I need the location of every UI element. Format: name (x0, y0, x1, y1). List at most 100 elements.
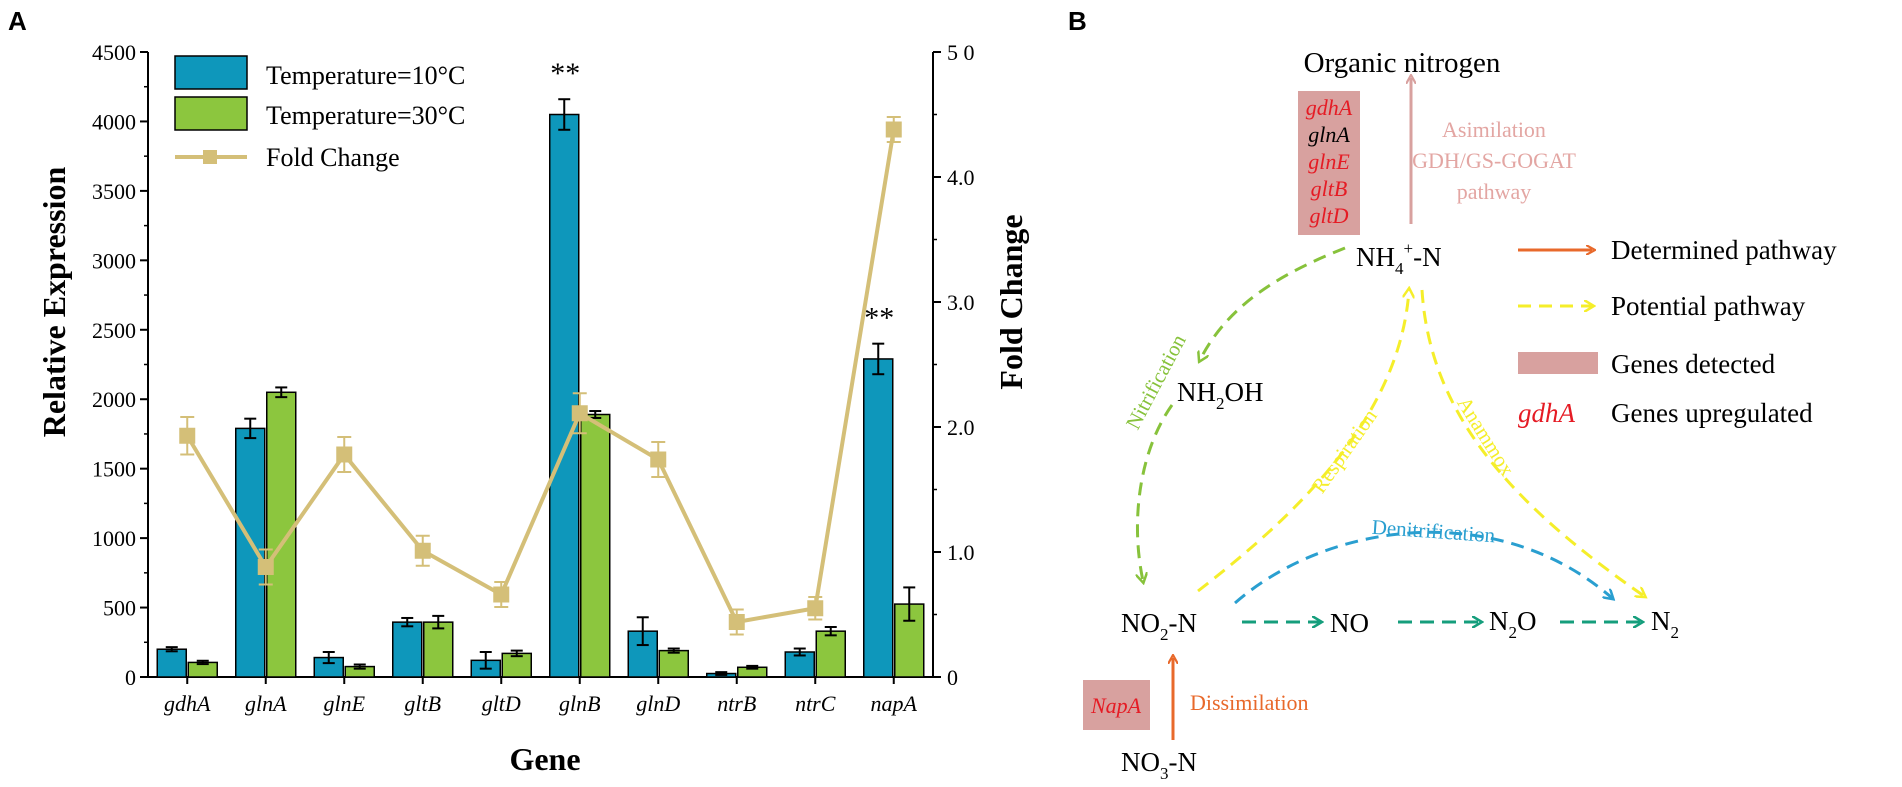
napA-gene-label: NapA (1090, 693, 1142, 718)
denitrification-arrow (1234, 530, 1612, 605)
y-tick-label: 2500 (92, 318, 136, 343)
x-axis-title: Gene (509, 741, 580, 777)
y2-axis-title: Fold Change (993, 214, 1029, 389)
x-tick-label: ntrC (795, 691, 836, 716)
fold-change-marker (179, 427, 196, 444)
gene-glnE: glnE (1308, 149, 1350, 174)
bar-10c (392, 621, 423, 678)
nitric-oxide-node: NO (1330, 608, 1369, 638)
bar-30c (266, 391, 297, 678)
fold-change-marker (807, 600, 824, 617)
y-tick-label: 3500 (92, 179, 136, 204)
y-tick-label: 2000 (92, 387, 136, 412)
y2-tick-label: 1.0 (947, 540, 975, 565)
legend-determined-label: Determined pathway (1611, 235, 1837, 265)
respiration-label: Respiration (1307, 404, 1382, 497)
legend-label-30c: Temperature=30°C (266, 101, 465, 130)
y2-tick-label: 0 (947, 665, 958, 690)
legend-potential-label: Potential pathway (1611, 291, 1806, 321)
ticks-layer: 0 500 1000 1500 2000 2500 3000 3500 4000 4500 0 1.0… (92, 40, 975, 716)
gene-gltD: gltD (1309, 203, 1348, 228)
x-tick-label: glnD (636, 691, 680, 716)
bar-chart: ** ** 0 500 1000 1500 2000 2500 3000 3500 4000 450… (92, 40, 975, 716)
x-tick-label: napA (871, 691, 918, 716)
legend-swatch-10c (174, 55, 248, 90)
x-tick-label: gdhA (164, 691, 211, 716)
dinitrogen-node: N2 (1651, 606, 1679, 642)
respiration-arrow (1197, 290, 1409, 593)
legend-swatch-30c (174, 96, 248, 131)
y-tick-label: 0 (125, 665, 136, 690)
bar-30c (423, 621, 454, 678)
organic-nitrogen-label: Organic nitrogen (1304, 47, 1501, 79)
y-tick-label: 500 (103, 596, 136, 621)
nitrification-arrow-1 (1200, 246, 1346, 360)
fold-change-marker (571, 405, 588, 422)
bar-30c (658, 649, 689, 678)
fold-change-line (185, 129, 896, 625)
significance-marker: ** (550, 57, 580, 90)
gene-gltB: gltB (1311, 176, 1348, 201)
bar-30c (815, 630, 846, 678)
fold-change-marker (728, 614, 745, 630)
denitrification-label: Denitrification (1371, 515, 1496, 548)
y2-tick-label: 5 0 (947, 40, 975, 65)
assimilation-genes-box (1298, 91, 1360, 235)
x-tick-label: ntrB (717, 691, 756, 716)
diagram-legend: Determined pathway Potential pathway Gen… (1518, 235, 1837, 428)
fold-change-marker (414, 542, 431, 559)
fold-change-marker (650, 451, 667, 468)
x-tick-label: glnA (245, 691, 287, 716)
legend-label-10c: Temperature=10°C (266, 61, 465, 90)
x-tick-label: gltD (482, 691, 521, 716)
y-tick-label: 3000 (92, 248, 136, 273)
legend-gene-example: gdhA (1518, 398, 1576, 428)
y2-tick-label: 3.0 (947, 290, 975, 315)
nitrous-oxide-node: N2O (1489, 606, 1537, 642)
nitrogen-pathway-diagram: B Organic nitrogen gdhAglnAglnEgltBgltD … (1068, 6, 1837, 783)
bar-30c (894, 603, 925, 678)
pathway-label: pathway (1457, 179, 1532, 204)
legend-marker-fold (203, 150, 217, 164)
bar-30c (580, 413, 611, 678)
y-axis-title: Relative Expression (36, 167, 72, 438)
nitrification-arrow-2 (1137, 404, 1174, 581)
bars-layer: ** ** (156, 57, 925, 678)
assimilation-label: Asimilation (1442, 117, 1546, 142)
hydroxylamine-node: NH2OH (1177, 377, 1264, 413)
fold-change-layer (179, 116, 902, 636)
pathway-name-label: GDH/GS-GOGAT (1412, 148, 1576, 173)
nitrate-node: NO3-N (1121, 747, 1197, 783)
ammonium-node: NH4+-N (1356, 239, 1442, 278)
chart-legend: Temperature=10°C Temperature=30°C Fold C… (174, 55, 465, 172)
x-tick-label: gltB (404, 691, 441, 716)
anammox-label: Anammox (1452, 392, 1520, 480)
legend-upregulated-label: Genes upregulated (1611, 398, 1813, 428)
bar-10c (863, 358, 894, 678)
nitrite-node: NO2-N (1121, 608, 1197, 644)
y-tick-label: 4500 (92, 40, 136, 65)
x-tick-label: glnE (323, 691, 365, 716)
anammox-arrow (1420, 289, 1644, 596)
fold-change-marker (885, 121, 902, 138)
y2-tick-label: 2.0 (947, 415, 975, 440)
y-tick-label: 4000 (92, 109, 136, 134)
y2-tick-label: 4.0 (947, 165, 975, 190)
legend-detected-label: Genes detected (1611, 349, 1776, 379)
significance-marker: ** (864, 302, 894, 335)
panel-b-label: B (1068, 6, 1087, 36)
gene-glnA: glnA (1308, 122, 1350, 147)
dissimilation-label: Dissimilation (1190, 690, 1309, 715)
napA-gene-box (1083, 680, 1150, 730)
panel-a-label: A (8, 6, 27, 36)
y-tick-label: 1000 (92, 526, 136, 551)
bar-10c (156, 648, 187, 678)
x-tick-label: glnB (559, 691, 601, 716)
bar-10c (549, 113, 580, 678)
y-tick-label: 1500 (92, 457, 136, 482)
bar-10c (235, 427, 266, 678)
legend-detected-swatch (1518, 352, 1598, 374)
fold-change-marker (493, 586, 510, 603)
